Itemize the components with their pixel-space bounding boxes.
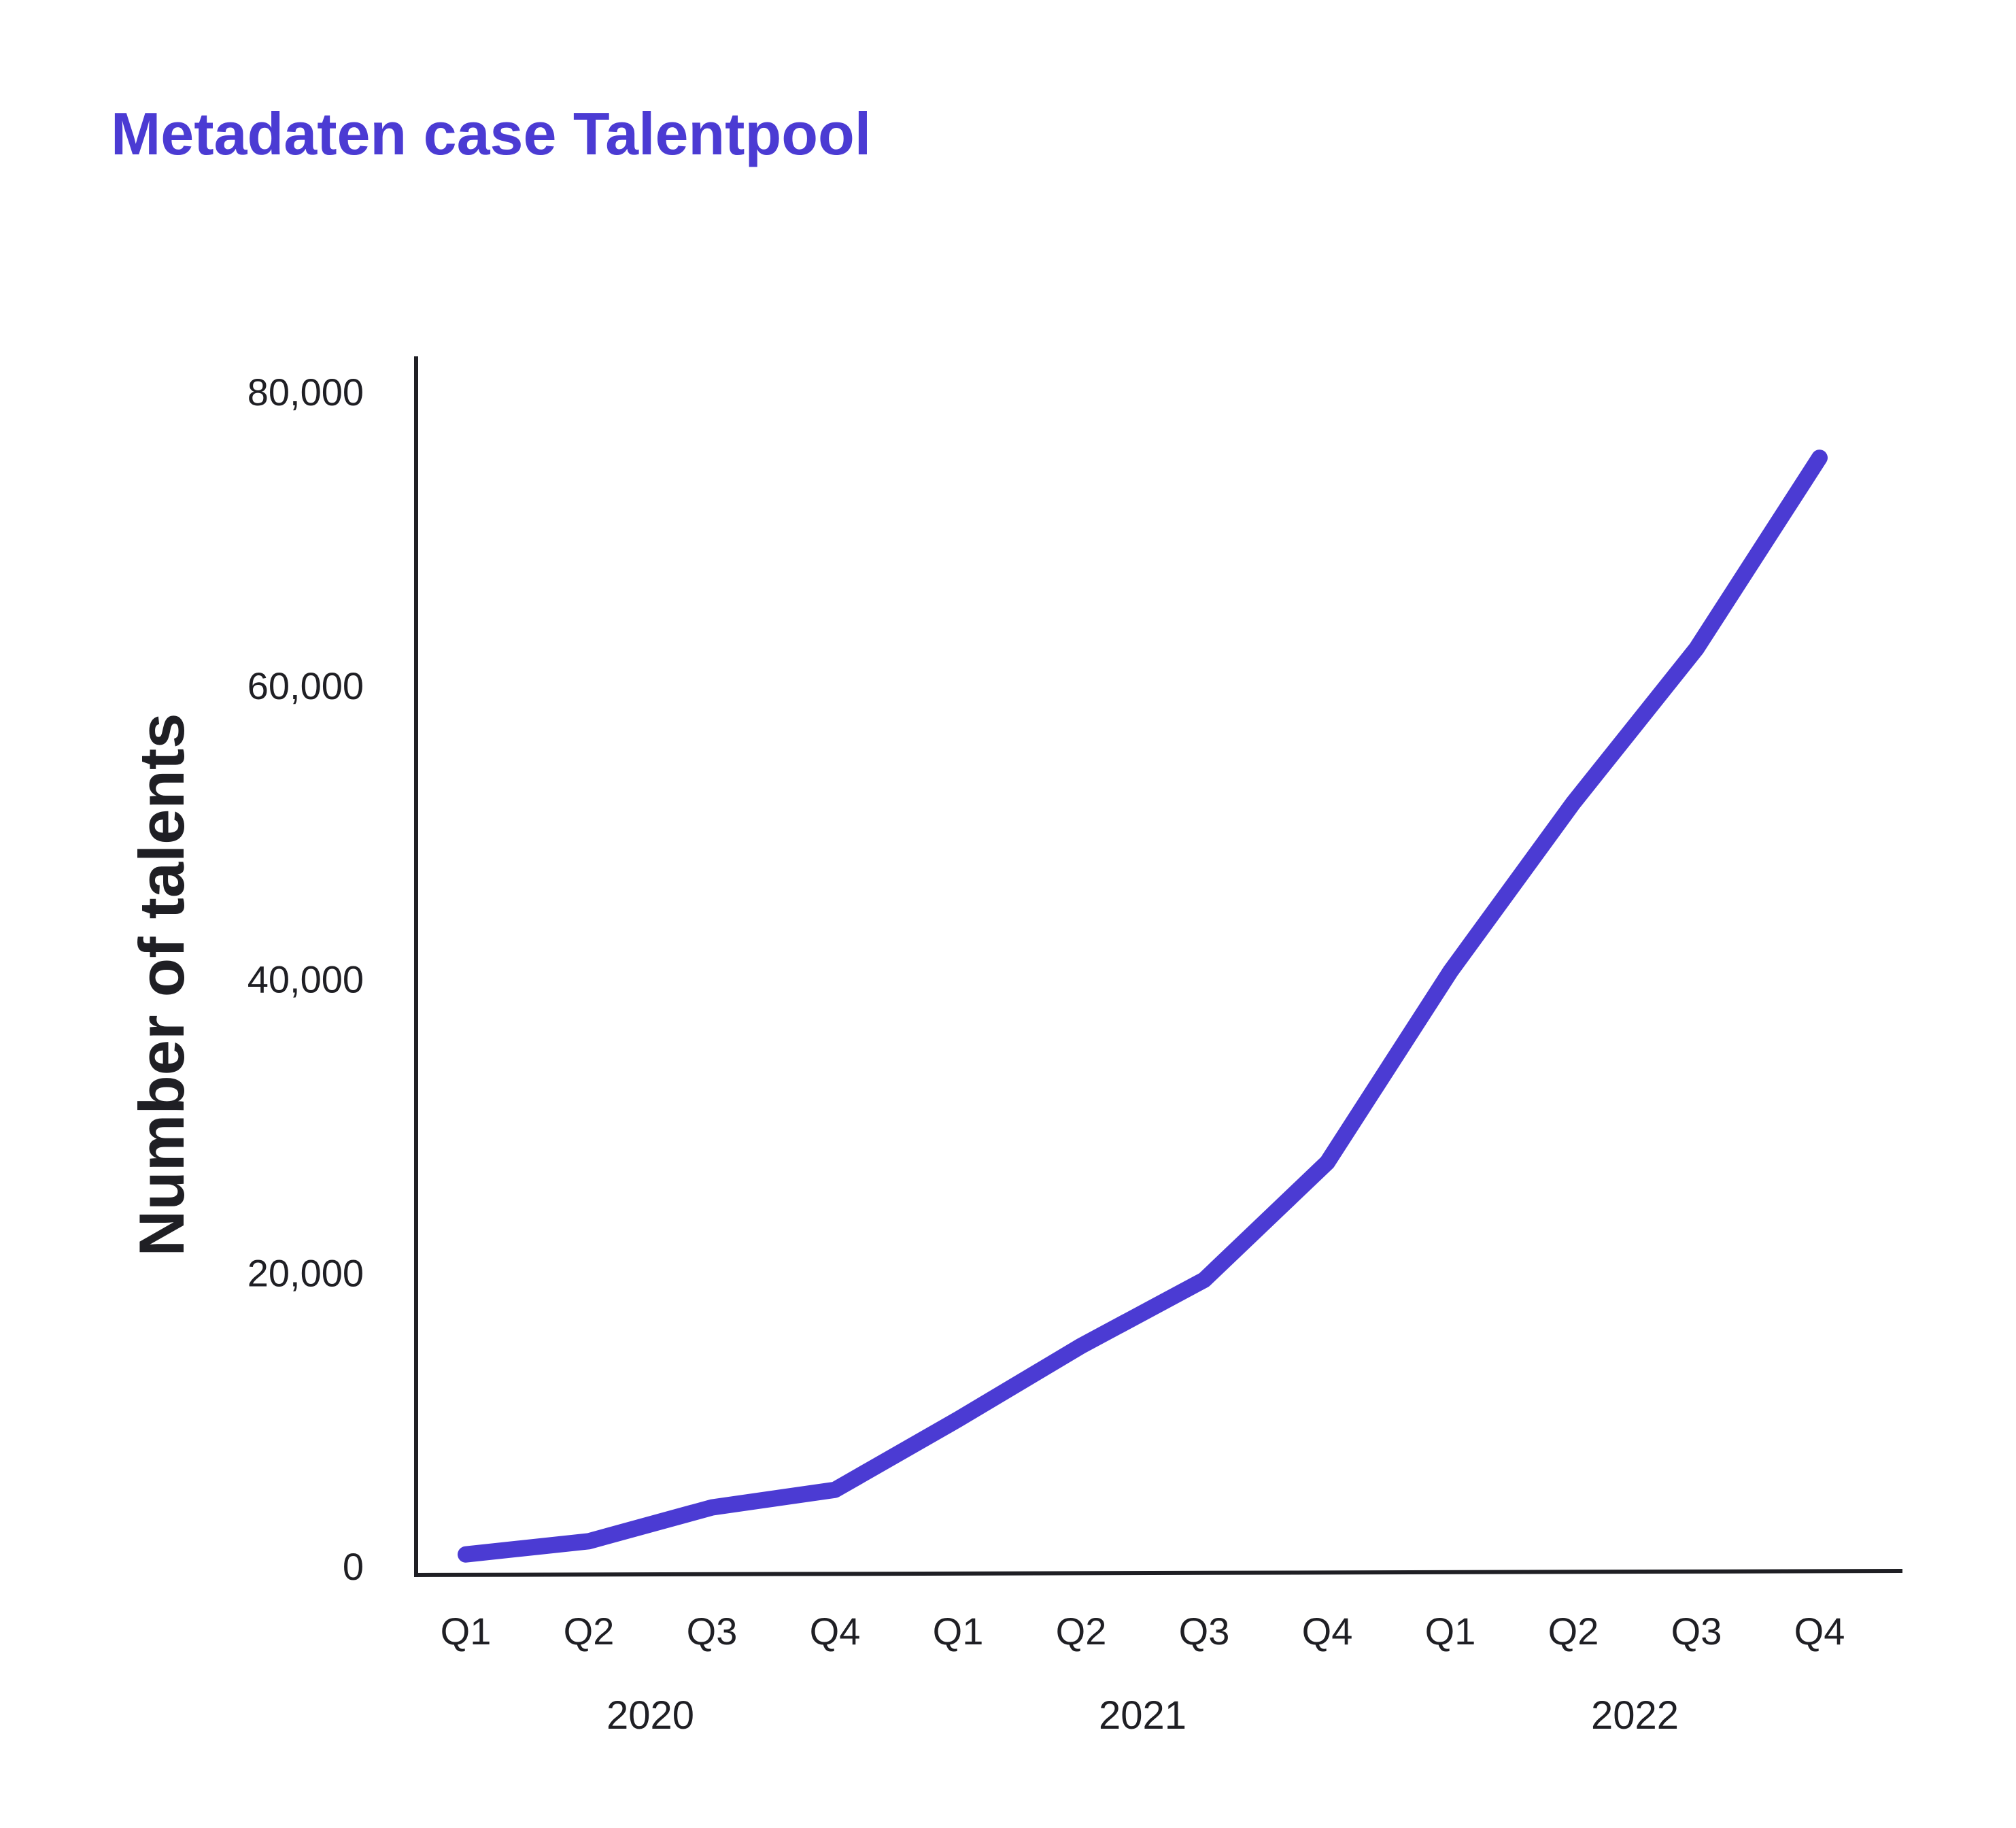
- y-tick-label: 0: [343, 1545, 364, 1588]
- year-labels: 2020 2021 2022: [606, 1693, 1679, 1738]
- x-tick-labels: Q1 Q2 Q3 Q4 Q1 Q2 Q3 Q4 Q1 Q2 Q3 Q4: [441, 1610, 1845, 1653]
- year-label: 2020: [606, 1693, 694, 1738]
- x-tick-label: Q1: [1425, 1610, 1476, 1653]
- year-label: 2022: [1591, 1693, 1679, 1738]
- x-tick-label: Q4: [810, 1610, 861, 1653]
- x-tick-label: Q1: [441, 1610, 492, 1653]
- x-axis-line: [416, 1571, 1900, 1575]
- y-tick-labels: 0 20,000 40,000 60,000 80,000: [247, 371, 364, 1588]
- series-layer: [466, 458, 1819, 1555]
- chart-title: Metadaten case Talentpool: [111, 100, 871, 167]
- x-tick-label: Q3: [1179, 1610, 1230, 1653]
- year-label: 2021: [1099, 1693, 1186, 1738]
- x-tick-label: Q4: [1794, 1610, 1845, 1653]
- x-tick-label: Q2: [564, 1610, 615, 1653]
- y-tick-label: 40,000: [247, 958, 364, 1001]
- x-tick-label: Q2: [1548, 1610, 1599, 1653]
- y-axis-label: Number of talents: [126, 713, 197, 1256]
- x-tick-label: Q2: [1056, 1610, 1107, 1653]
- y-tick-label: 80,000: [247, 371, 364, 413]
- x-tick-label: Q4: [1302, 1610, 1353, 1653]
- y-tick-label: 60,000: [247, 664, 364, 707]
- x-tick-label: Q1: [933, 1610, 984, 1653]
- y-tick-label: 20,000: [247, 1251, 364, 1294]
- series-line: [466, 458, 1819, 1555]
- x-tick-label: Q3: [687, 1610, 738, 1653]
- x-tick-label: Q3: [1671, 1610, 1722, 1653]
